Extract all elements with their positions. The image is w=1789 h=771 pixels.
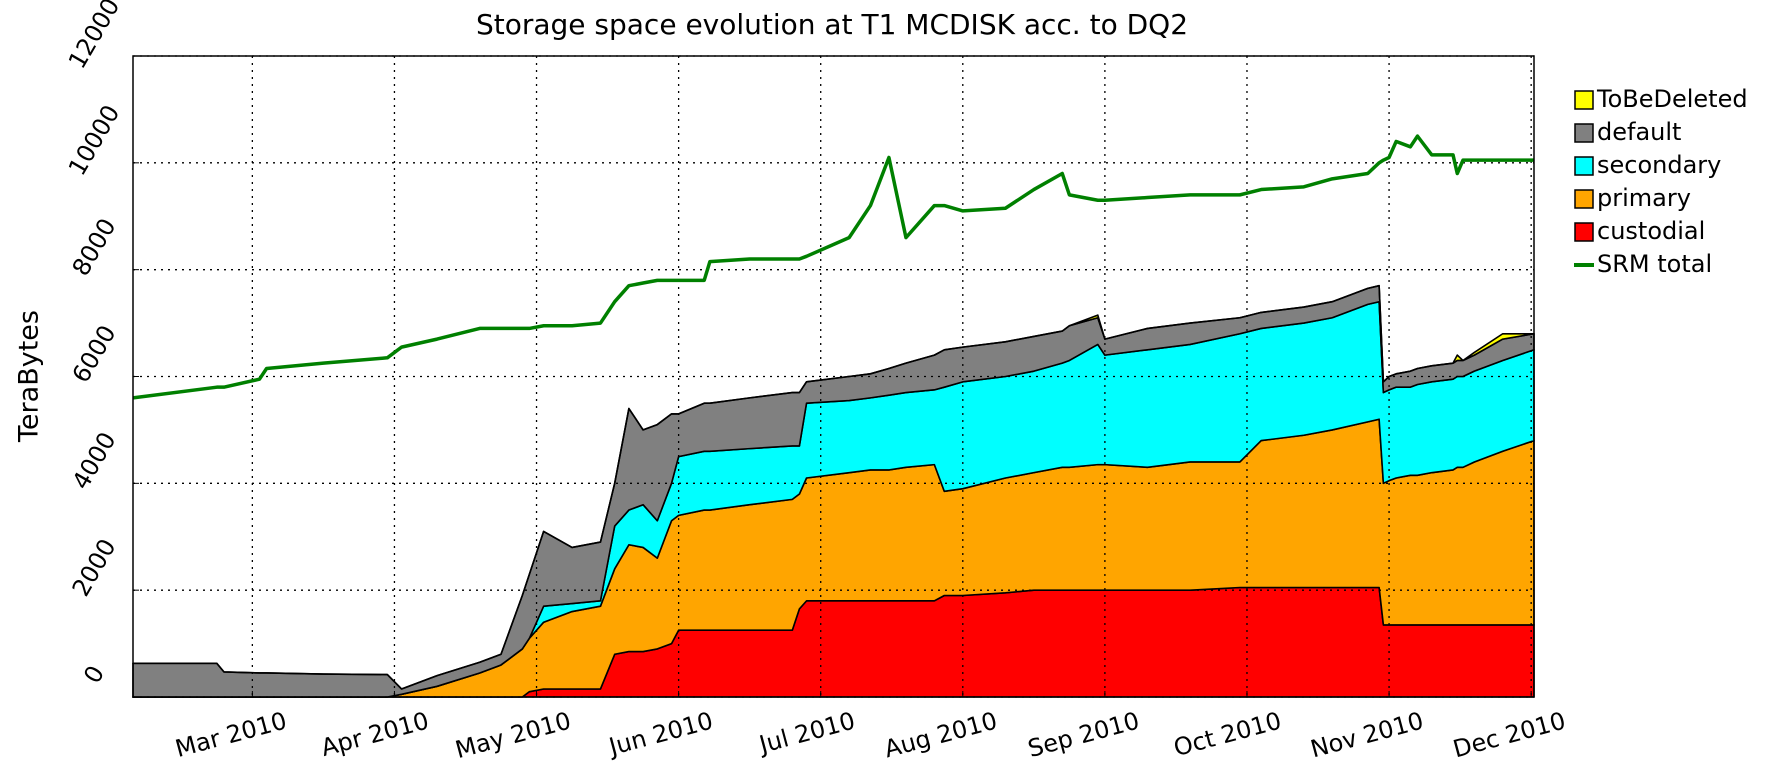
legend-label: default (1597, 118, 1681, 146)
x-tick-label: Sep 2010 (1025, 707, 1142, 764)
x-tick-label: Nov 2010 (1308, 707, 1427, 764)
y-axis-label: TeraBytes (14, 310, 45, 443)
chart-title: Storage space evolution at T1 MCDISK acc… (476, 8, 1188, 41)
legend-label: custodial (1597, 217, 1705, 245)
y-tick-label: 2000 (67, 534, 122, 601)
legend-swatch (1574, 156, 1594, 176)
x-tick-label: Oct 2010 (1171, 707, 1285, 763)
y-tick-label: 10000 (63, 100, 125, 180)
x-tick-label: May 2010 (452, 707, 574, 765)
y-tick-label: 8000 (67, 214, 122, 281)
x-tick-label: Jul 2010 (755, 707, 859, 760)
y-tick-label: 4000 (67, 427, 122, 494)
x-tick-label: Jun 2010 (604, 707, 716, 762)
y-tick-label: 6000 (67, 321, 122, 388)
x-tick-label: Mar 2010 (172, 707, 289, 764)
legend-label: secondary (1597, 151, 1721, 179)
x-tick-label: Dec 2010 (1450, 707, 1568, 764)
y-tick-label: 0 (78, 661, 110, 688)
legend-swatch (1574, 189, 1594, 209)
legend-label: ToBeDeleted (1596, 85, 1748, 113)
legend-swatch (1574, 90, 1594, 110)
x-tick-label: Apr 2010 (318, 707, 432, 763)
legend-label: primary (1597, 184, 1691, 212)
legend-swatch (1574, 222, 1594, 242)
x-tick-label: Aug 2010 (881, 707, 1000, 764)
legend-label: SRM total (1597, 250, 1712, 278)
line (132, 134, 1534, 400)
y-tick-label: 12000 (63, 0, 125, 74)
legend-swatch (1574, 123, 1594, 143)
